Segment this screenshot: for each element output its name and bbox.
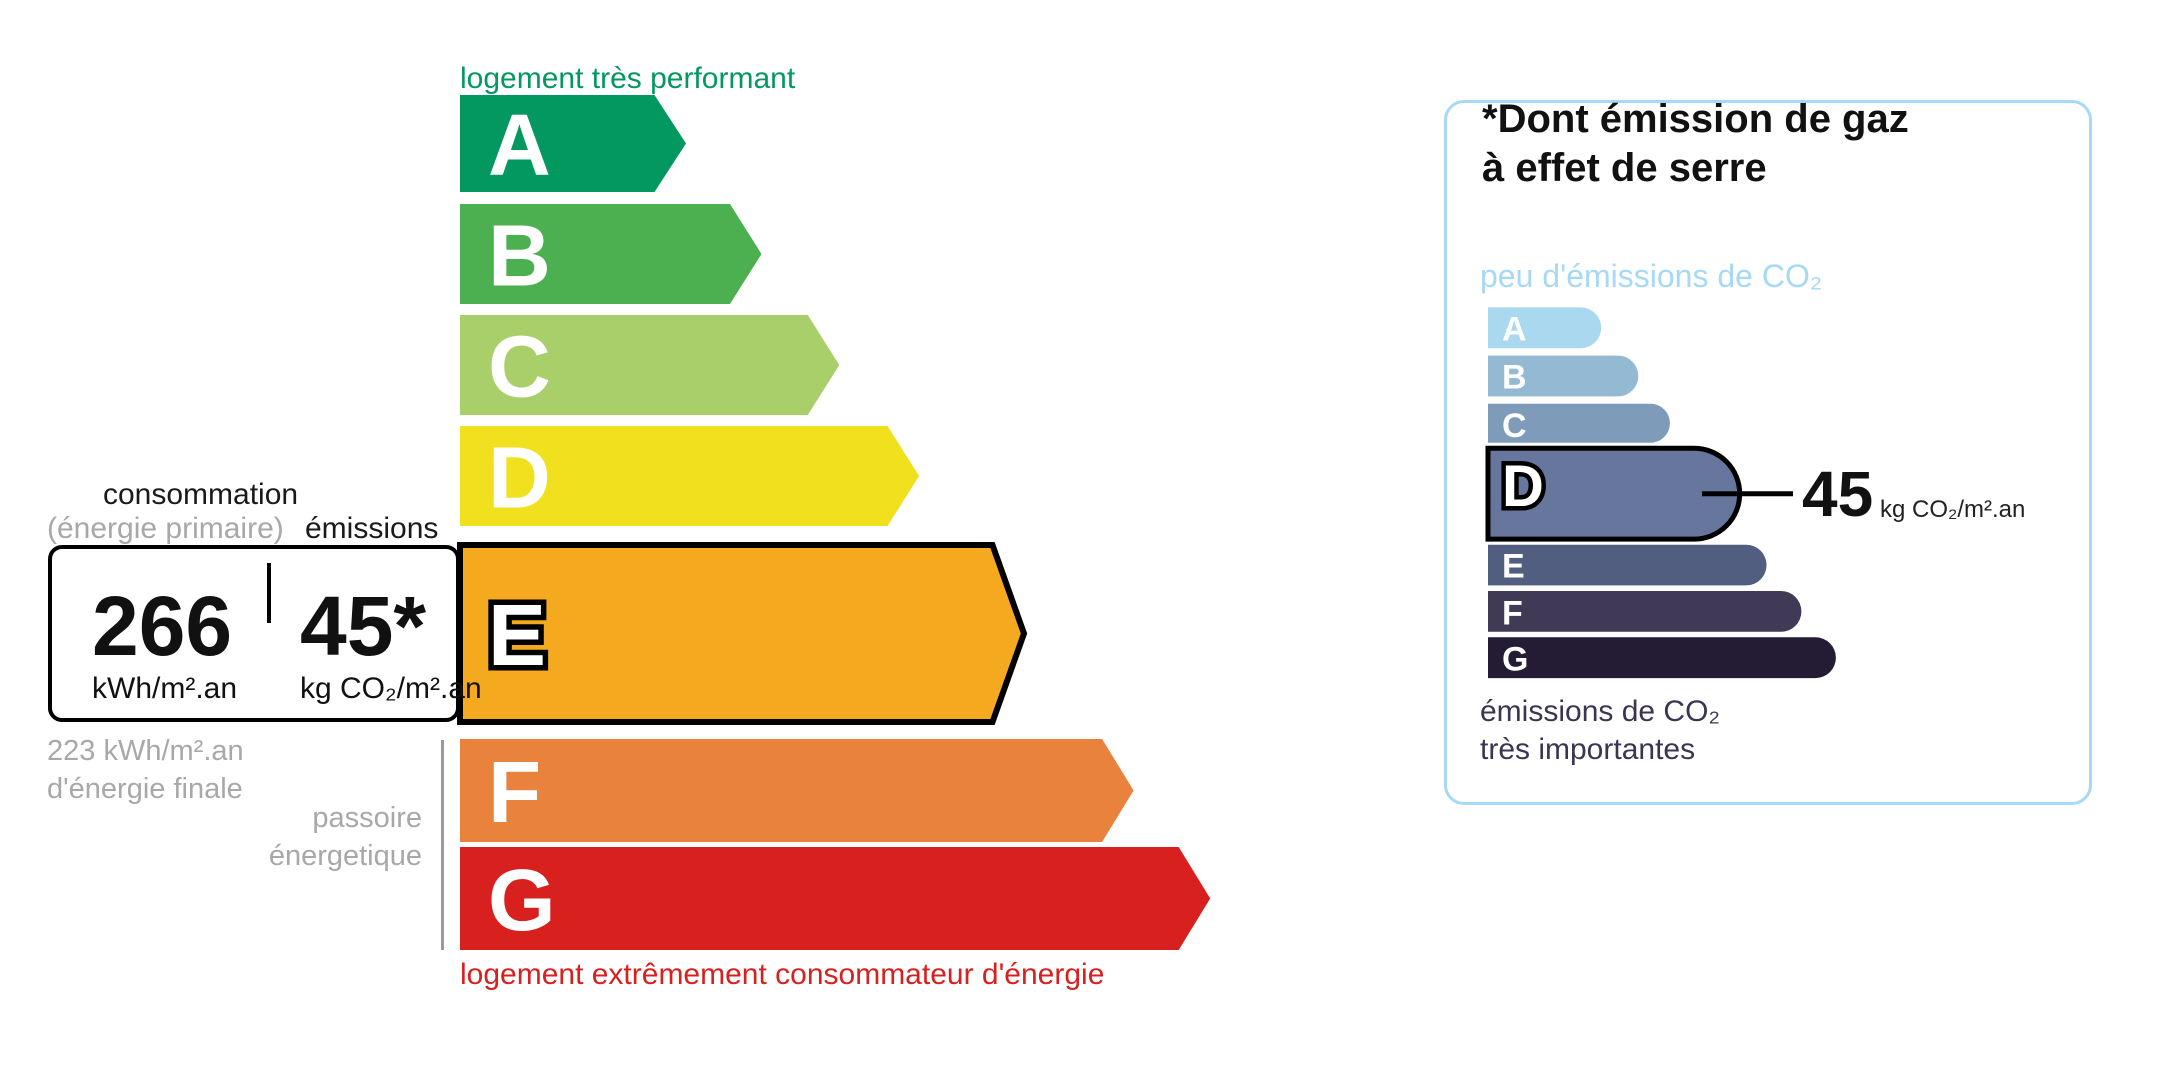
svg-text:D: D — [488, 430, 551, 527]
svg-text:C: C — [1502, 407, 1527, 445]
svg-text:E: E — [1502, 548, 1525, 586]
svg-text:F: F — [488, 744, 541, 841]
svg-text:45: 45 — [1802, 458, 1873, 530]
svg-text:B: B — [1502, 359, 1527, 397]
svg-text:G: G — [488, 852, 556, 949]
svg-text:A: A — [1502, 311, 1527, 349]
svg-text:A: A — [488, 97, 551, 194]
svg-text:E: E — [488, 587, 546, 684]
svg-text:C: C — [488, 319, 551, 416]
svg-text:B: B — [488, 208, 551, 305]
svg-text:F: F — [1502, 594, 1523, 632]
svg-text:G: G — [1502, 641, 1528, 679]
svg-text:D: D — [1502, 454, 1544, 519]
